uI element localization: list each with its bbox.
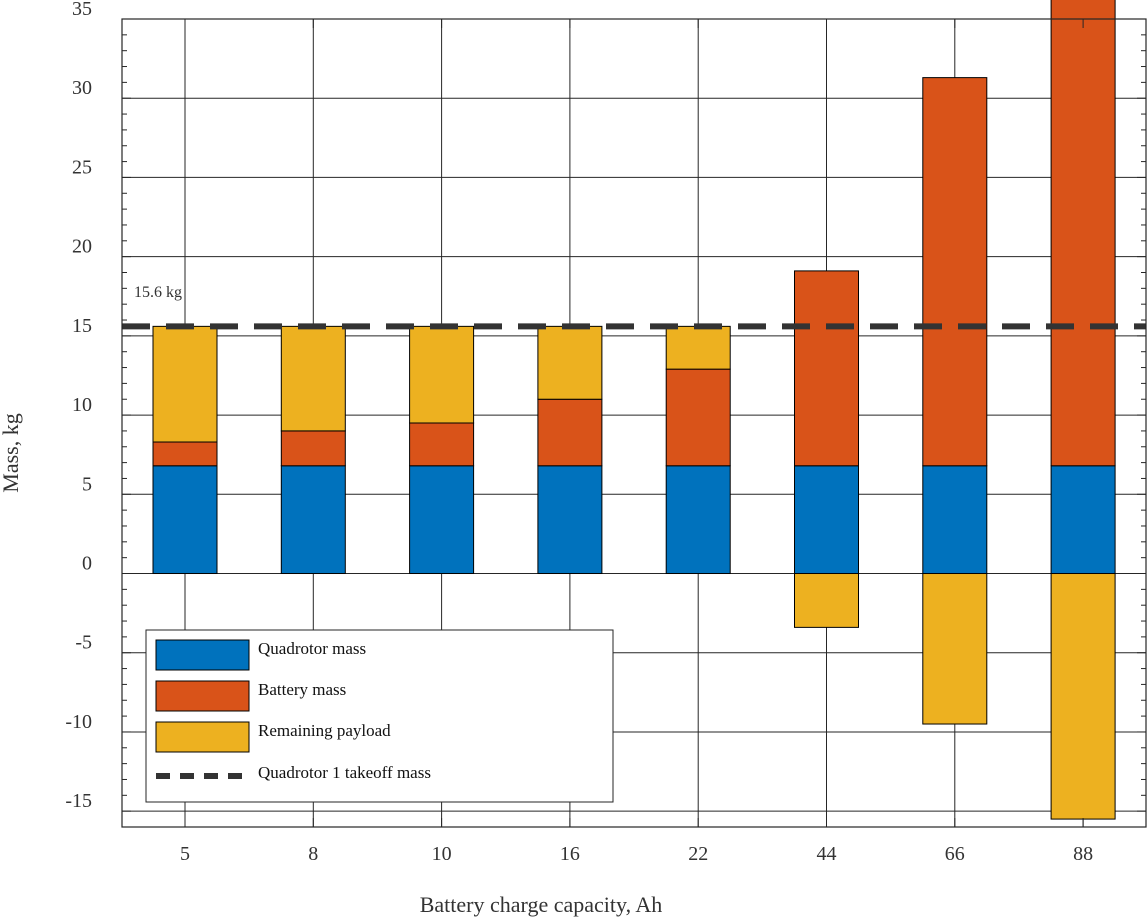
bar-battery-mass [794, 270, 859, 467]
y-tick-label: 35 [72, 0, 92, 20]
legend-swatch-remaining-payload [155, 721, 250, 753]
legend-label-battery-mass: Battery mass [258, 680, 346, 699]
bar-battery-mass [152, 441, 218, 467]
bar-quadrotor-mass [280, 465, 346, 575]
bar-battery-mass [537, 398, 603, 467]
bar-battery-mass [1050, 0, 1116, 467]
x-tick-label: 22 [688, 843, 708, 865]
y-tick-label: 25 [72, 156, 92, 178]
bar-battery-mass [409, 422, 475, 467]
bar-quadrotor-mass [665, 465, 731, 575]
plot-frame [121, 18, 1147, 828]
bar-remaining-payload [409, 325, 475, 424]
y-tick-label: 5 [82, 473, 92, 495]
x-tick-label: 66 [945, 843, 965, 865]
bars [152, 0, 1116, 820]
x-axis-label: Battery charge capacity, Ah [420, 892, 663, 917]
bar-quadrotor-mass [152, 465, 218, 575]
legend-swatch-quadrotor-mass [155, 639, 250, 671]
legend-label-remaining-payload: Remaining payload [258, 721, 391, 740]
bar-battery-mass [280, 430, 346, 467]
x-tick-label: 10 [432, 843, 452, 865]
bar-quadrotor-mass [922, 465, 988, 575]
legend: Quadrotor mass Battery mass Remaining pa… [145, 629, 614, 803]
bar-remaining-payload [1050, 573, 1116, 820]
bar-quadrotor-mass [794, 465, 859, 575]
y-tick-label: -10 [65, 711, 92, 733]
x-tick-label: 5 [180, 843, 190, 865]
bar-remaining-payload [794, 573, 859, 628]
legend-label-takeoff-mass: Quadrotor 1 takeoff mass [258, 763, 431, 782]
bar-remaining-payload [537, 325, 603, 400]
y-tick-label: -5 [75, 632, 92, 654]
bar-quadrotor-mass [1050, 465, 1116, 575]
y-tick-label: 20 [72, 236, 92, 258]
bar-battery-mass [922, 77, 988, 467]
legend-label-quadrotor-mass: Quadrotor mass [258, 639, 366, 658]
legend-swatch-battery-mass [155, 680, 250, 712]
y-axis-label: Mass, kg [0, 413, 23, 492]
axis-ticks [122, 18, 1146, 828]
bar-remaining-payload [280, 325, 346, 432]
y-tick-label: -15 [65, 790, 92, 812]
bar-remaining-payload [922, 573, 988, 725]
y-tick-label: 15 [72, 315, 92, 337]
x-tick-label: 8 [308, 843, 318, 865]
bar-remaining-payload [665, 325, 731, 370]
bar-quadrotor-mass [537, 465, 603, 575]
y-tick-label: 0 [82, 553, 92, 575]
x-tick-label: 16 [560, 843, 580, 865]
x-tick-label: 88 [1073, 843, 1093, 865]
tick-labels: -15 -10 -5 0 5 10 15 20 25 30 35 5 8 10 16 22 44 66 88 [65, 0, 1093, 865]
reference-annotation: 15.6 kg [134, 284, 182, 301]
bar-quadrotor-mass [409, 465, 475, 575]
bar-battery-mass [665, 368, 731, 467]
y-tick-label: 30 [72, 77, 92, 99]
bar-remaining-payload [152, 325, 218, 443]
y-tick-label: 10 [72, 394, 92, 416]
x-tick-label: 44 [817, 843, 837, 865]
